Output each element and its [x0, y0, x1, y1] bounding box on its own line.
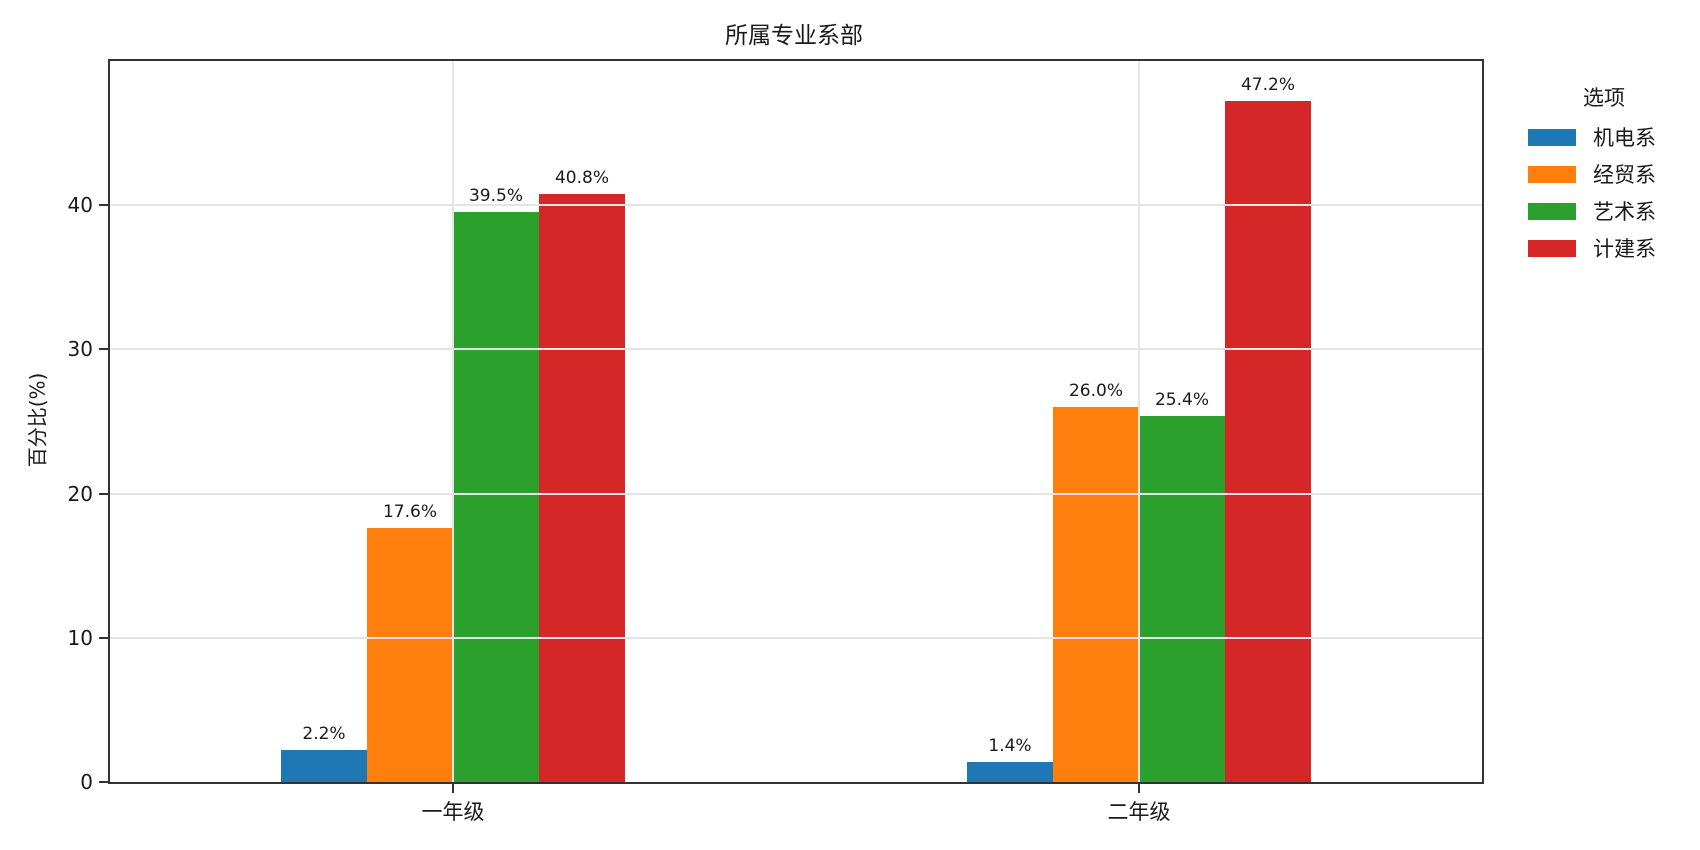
y-tick-mark [99, 781, 108, 783]
x-tick-label: 二年级 [1107, 800, 1171, 824]
legend-label: 经贸系 [1593, 163, 1656, 187]
bar [967, 761, 1053, 782]
legend-swatch [1528, 202, 1576, 220]
value-label: 26.0% [1068, 381, 1124, 402]
grid-line-horizontal [110, 348, 1482, 351]
grid-line-horizontal [110, 636, 1482, 639]
y-axis-label: 百分比(%) [25, 372, 50, 468]
bar [367, 528, 453, 782]
bar [281, 750, 367, 782]
x-tick-mark [452, 784, 454, 793]
plot-area: 2.2% 17.6% 39.5% 40.8% 1.4% 26.0% 25.4% 47.2% [108, 59, 1484, 784]
value-label: 1.4% [988, 735, 1032, 756]
grid-line-horizontal [110, 204, 1482, 207]
y-tick-label: 20 [67, 481, 93, 506]
value-label: 47.2% [1240, 75, 1296, 96]
grid-line-vertical [1138, 61, 1140, 782]
y-tick-label: 10 [67, 625, 93, 650]
bar [1053, 407, 1139, 782]
legend-title: 选项 [1583, 86, 1625, 110]
legend-entry: 经贸系 [1524, 163, 1684, 187]
chart-title: 所属专业系部 [725, 23, 863, 49]
legend-entries: 机电系经贸系艺术系计建系 [1524, 126, 1684, 261]
value-label: 17.6% [382, 502, 438, 523]
legend-swatch [1528, 128, 1576, 146]
bar [453, 212, 539, 782]
y-tick-label: 30 [67, 337, 93, 362]
value-label: 2.2% [302, 724, 346, 745]
x-tick-mark [1138, 784, 1140, 793]
legend-swatch [1528, 239, 1576, 257]
y-tick-mark [99, 492, 108, 495]
legend: 选项 机电系经贸系艺术系计建系 [1524, 82, 1684, 274]
bar [1225, 101, 1311, 782]
x-tick-label: 一年级 [421, 800, 485, 824]
y-tick-mark [99, 348, 108, 351]
y-tick-label: 40 [67, 193, 93, 218]
legend-entry: 计建系 [1524, 237, 1684, 261]
grid-line-vertical [452, 61, 454, 782]
y-tick-label: 0 [80, 770, 93, 794]
legend-label: 艺术系 [1593, 200, 1656, 224]
grid-line-horizontal [110, 492, 1482, 495]
legend-entry: 艺术系 [1524, 200, 1684, 224]
bar [539, 193, 625, 782]
legend-swatch [1528, 165, 1576, 183]
value-label: 40.8% [554, 167, 610, 188]
y-tick-mark [99, 204, 108, 207]
value-label: 39.5% [468, 186, 524, 207]
legend-label: 计建系 [1593, 237, 1656, 261]
value-label: 25.4% [1154, 389, 1210, 410]
legend-entry: 机电系 [1524, 126, 1684, 150]
y-tick-mark [99, 636, 108, 639]
bar [1139, 415, 1225, 782]
legend-label: 机电系 [1593, 126, 1656, 150]
